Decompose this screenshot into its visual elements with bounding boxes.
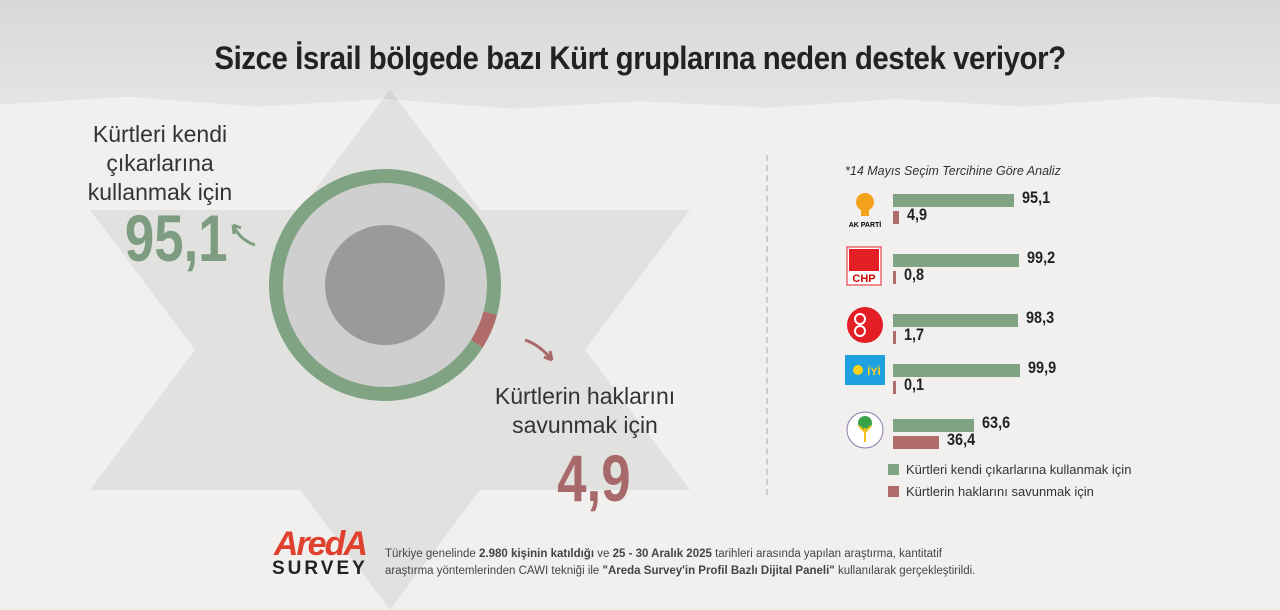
right-label-line: savunmak için <box>512 412 658 438</box>
legend-label: Kürtlerin haklarını savunmak için <box>906 484 1094 499</box>
bar-value: 4,9 <box>907 205 928 224</box>
left-label-line: çıkarlarına <box>106 150 214 176</box>
left-label: Kürtleri kendi çıkarlarına kullanmak içi… <box>60 120 260 207</box>
svg-text:CHP: CHP <box>852 273 875 285</box>
bar-value: 0,8 <box>904 265 925 284</box>
svg-text:AK PARTİ: AK PARTİ <box>849 221 882 229</box>
left-value: 95,1 <box>124 201 228 275</box>
divider <box>766 155 768 495</box>
right-label-line: Kürtlerin haklarını <box>494 383 676 409</box>
bar-value: 0,1 <box>904 375 925 394</box>
bar-green <box>893 254 1019 267</box>
legend-item-green: Kürtleri kendi çıkarlarına kullanmak içi… <box>888 462 1131 477</box>
bar-red <box>893 381 896 394</box>
bar-value: 98,3 <box>1025 308 1054 327</box>
legend-swatch <box>888 486 899 497</box>
bar-red <box>893 271 896 284</box>
breakdown-note: *14 Mayıs Seçim Tercihine Göre Analiz <box>845 164 1061 178</box>
left-label-line: Kürtleri kendi <box>92 121 228 147</box>
logo-dem-icon <box>845 410 885 450</box>
bar-value: 1,7 <box>904 325 925 344</box>
logo-chp-icon: CHP <box>845 245 885 286</box>
bar-red <box>893 211 900 224</box>
legend-item-red: Kürtlerin haklarını savunmak için <box>888 484 1094 499</box>
logo-iyi-icon: İYİ <box>845 355 885 395</box>
bar-red <box>893 436 940 449</box>
ft: "Areda Survey'in Profil Bazlı Dijital Pa… <box>602 565 835 577</box>
ft: Türkiye genelinde <box>385 548 479 560</box>
donut-chart <box>269 168 501 401</box>
logo-mhp-icon <box>845 305 885 345</box>
brand-name: AredA <box>273 525 368 563</box>
bar-value: 63,6 <box>981 413 1010 432</box>
arrow-down-right-icon <box>524 338 554 362</box>
bar-value: 99,2 <box>1026 248 1056 267</box>
ft: tarihleri arasında yapılan araştırma, ka… <box>385 548 942 577</box>
bar-value: 95,1 <box>1021 188 1050 207</box>
bar-value: 99,9 <box>1027 358 1056 377</box>
arrow-up-left-icon <box>231 223 256 247</box>
bar-green <box>893 364 1020 377</box>
ft: 2.980 kişinin katıldığı <box>478 548 595 560</box>
bar-green <box>893 194 1014 207</box>
footer-text: Türkiye genelinde 2.980 kişinin katıldığ… <box>385 546 985 580</box>
bar-red <box>893 331 896 344</box>
bar-green <box>893 314 1018 327</box>
ft: ve <box>594 548 613 560</box>
ft: 25 - 30 Aralık 2025 <box>612 548 712 560</box>
bar-green <box>893 419 974 432</box>
svg-text:İYİ: İYİ <box>867 365 880 378</box>
brand-sub: SURVEY <box>272 558 368 579</box>
areda-logo: AredA SURVEY <box>272 525 368 580</box>
right-value: 4,9 <box>557 441 631 515</box>
bar-value: 36,4 <box>947 430 976 449</box>
legend-swatch <box>888 464 899 475</box>
left-label-line: kullanmak için <box>87 179 233 205</box>
ft: kullanılarak gerçekleştirildi. <box>834 565 976 577</box>
page-title: Sizce İsrail bölgede bazı Kürt grupların… <box>214 40 1066 76</box>
donut-segment <box>470 311 498 348</box>
right-label: Kürtlerin haklarını savunmak için <box>470 382 700 440</box>
logo-ak-parti-icon: AK PARTİ <box>845 185 885 229</box>
torn-paper-header <box>0 0 1280 109</box>
portrait-photo-face <box>325 225 445 345</box>
legend-label: Kürtleri kendi çıkarlarına kullanmak içi… <box>906 462 1132 477</box>
